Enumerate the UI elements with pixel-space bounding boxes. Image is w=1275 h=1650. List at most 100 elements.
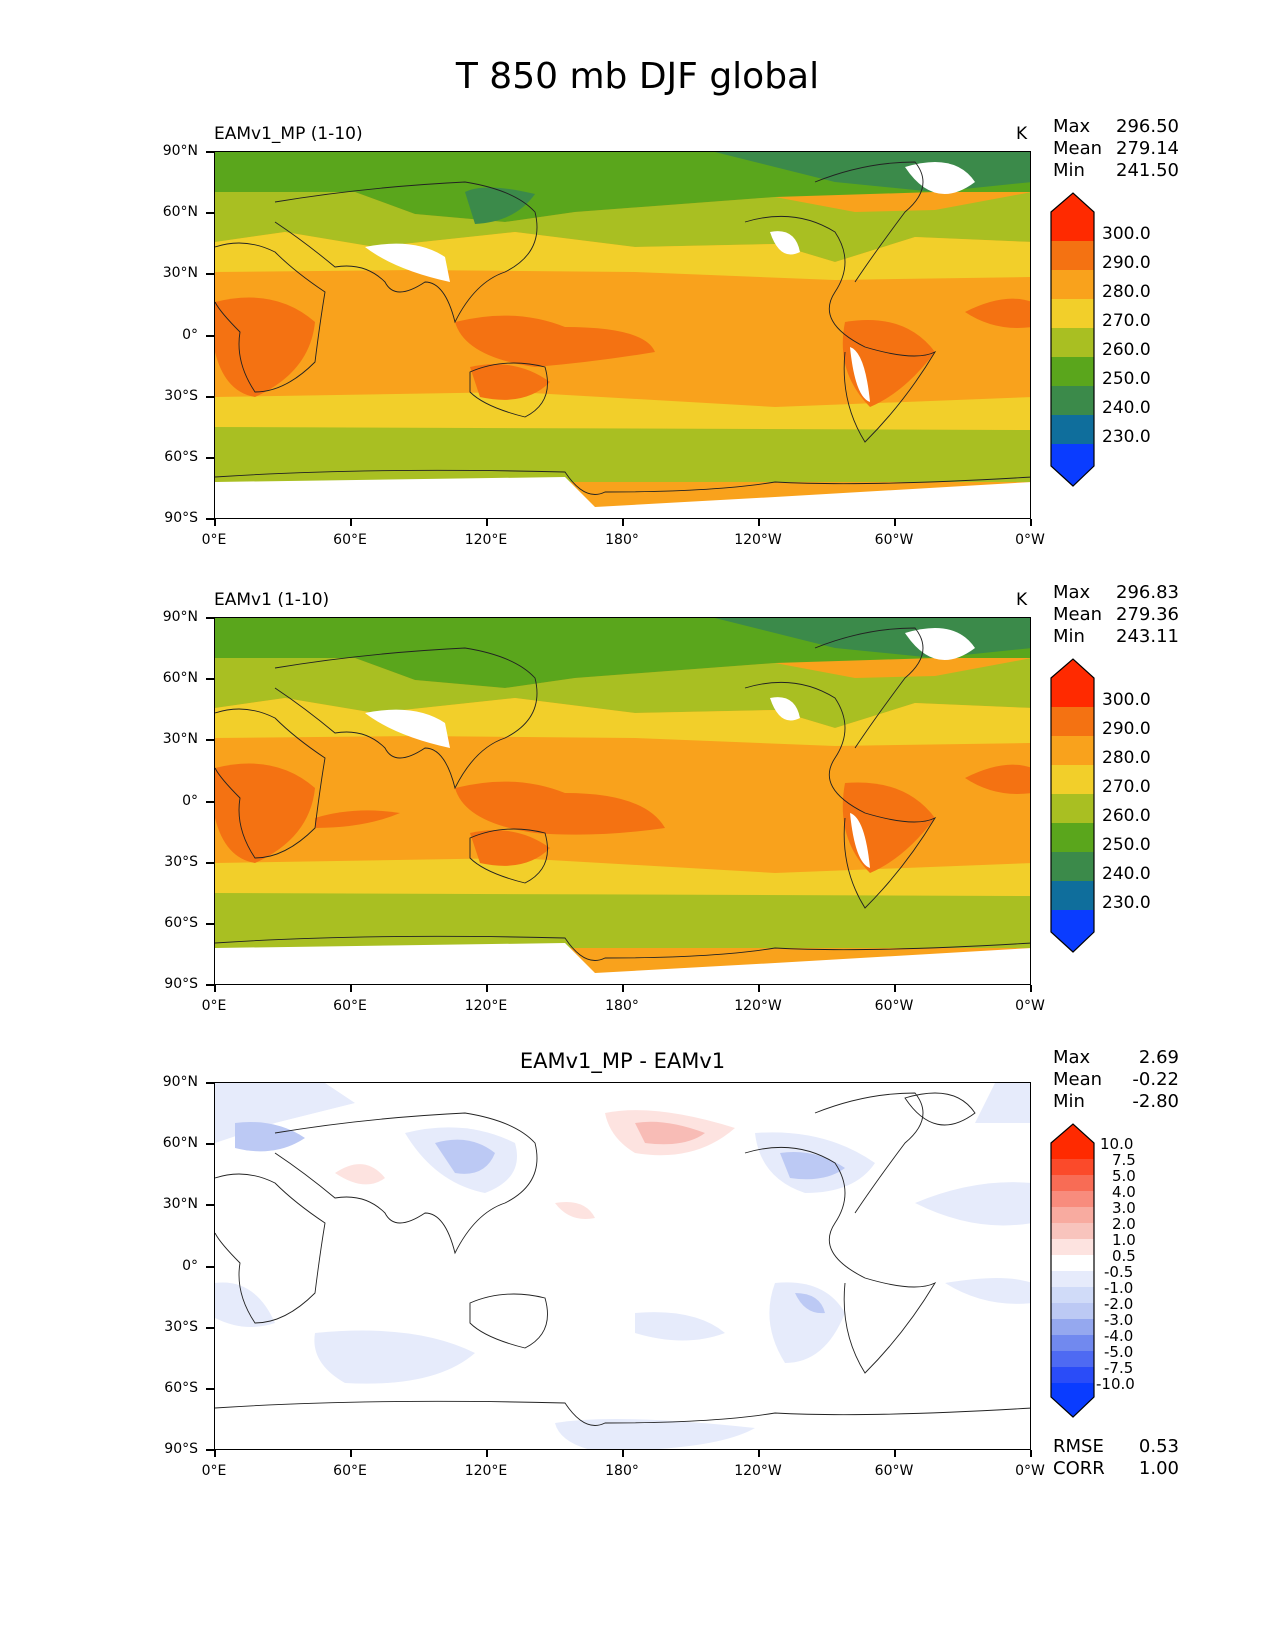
colorbar-tick: 300.0 [1102, 224, 1151, 244]
colorbar-tick: 0.5 [1112, 1247, 1136, 1265]
map-fill [215, 1083, 1030, 1449]
colorbar-tick: 270.0 [1102, 777, 1151, 797]
colorbar-tick: 290.0 [1102, 253, 1151, 273]
colorbar-tick: 260.0 [1102, 340, 1151, 360]
colorbar-tick: -4.0 [1104, 1327, 1134, 1345]
colorbar [1050, 192, 1095, 487]
lat-label: 30°S [164, 854, 198, 870]
colorbar-tick: 10.0 [1100, 1135, 1134, 1153]
colorbar-tick: 1.0 [1112, 1231, 1136, 1249]
temperature-map [214, 151, 1031, 519]
lon-label: 120°W [734, 998, 782, 1014]
lon-label: 180° [605, 532, 639, 548]
lat-label: 0° [182, 1258, 198, 1274]
stat-label: Min [1053, 1091, 1085, 1112]
colorbar-tick: -2.0 [1104, 1295, 1134, 1313]
lon-label: 0°E [201, 1463, 227, 1479]
lon-label: 0°W [1015, 998, 1045, 1014]
stat-label: Max [1053, 116, 1091, 137]
colorbar-tick: 250.0 [1102, 835, 1151, 855]
colorbar-tick: -0.5 [1104, 1263, 1134, 1281]
map-fill [215, 618, 1030, 984]
panel-model-base: EAMv1 (1-10) K [0, 466, 1275, 1014]
stat-mean: 279.14 [1116, 138, 1179, 159]
lat-label: 60°S [164, 915, 198, 931]
units-label: K [1016, 590, 1028, 610]
lat-label: 0° [182, 327, 198, 343]
lon-label: 120°W [734, 1463, 782, 1479]
lat-label: 30°N [162, 265, 198, 281]
lat-label: 90°S [164, 1441, 198, 1457]
stat-label: Mean [1053, 1069, 1103, 1090]
colorbar-tick: -7.5 [1104, 1359, 1134, 1377]
lon-label: 60°W [874, 1463, 914, 1479]
lon-label: 0°W [1015, 1463, 1045, 1479]
stat-mean: -0.22 [1132, 1069, 1179, 1090]
colorbar-tick: 230.0 [1102, 893, 1151, 913]
colorbar-tick: 280.0 [1102, 748, 1151, 768]
colorbar-tick: 270.0 [1102, 311, 1151, 331]
summary-stats: Max 296.83 Mean 279.36 Min 243.11 [1053, 582, 1179, 648]
lat-label: 90°S [164, 976, 198, 992]
colorbar-tick: 7.5 [1112, 1151, 1136, 1169]
colorbar-tick: 260.0 [1102, 806, 1151, 826]
stat-label: Min [1053, 160, 1085, 181]
error-metrics: RMSE 0.53 CORR 1.00 [1053, 1436, 1179, 1480]
stat-max: 296.83 [1116, 582, 1179, 603]
colorbar-tick: 290.0 [1102, 719, 1151, 739]
units-label: K [1016, 124, 1028, 144]
map-fill [215, 152, 1030, 518]
lon-label: 120°E [464, 998, 508, 1014]
colorbar-tick: 300.0 [1102, 690, 1151, 710]
temperature-map [214, 617, 1031, 985]
colorbar-tick: 5.0 [1112, 1167, 1136, 1185]
stat-mean: 279.36 [1116, 604, 1179, 625]
lat-label: 90°N [162, 1074, 198, 1090]
metric-rmse: 0.53 [1138, 1436, 1179, 1457]
summary-stats: Max 2.69 Mean -0.22 Min -2.80 [1053, 1047, 1179, 1113]
colorbar-tick: 240.0 [1102, 864, 1151, 884]
lon-label: 60°E [333, 998, 367, 1014]
lat-label: 60°S [164, 1380, 198, 1396]
lon-label: 120°W [734, 532, 782, 548]
lat-label: 0° [182, 793, 198, 809]
metric-label: RMSE [1053, 1436, 1104, 1457]
summary-stats: Max 296.50 Mean 279.14 Min 241.50 [1053, 116, 1179, 182]
lon-label: 180° [605, 998, 639, 1014]
lon-label: 0°E [201, 532, 227, 548]
lon-label: 60°E [333, 1463, 367, 1479]
panel-title: EAMv1_MP (1-10) [214, 124, 363, 144]
stat-label: Mean [1053, 138, 1103, 159]
colorbar-tick: 240.0 [1102, 398, 1151, 418]
colorbar-tick: 230.0 [1102, 427, 1151, 447]
colorbar-tick: 4.0 [1112, 1183, 1136, 1201]
stat-min: 241.50 [1116, 160, 1179, 181]
stat-max: 296.50 [1116, 116, 1179, 137]
lon-label: 0°E [201, 998, 227, 1014]
panel-title: EAMv1_MP - EAMv1 [519, 1049, 726, 1073]
panel-title: EAMv1 (1-10) [214, 590, 330, 610]
metric-corr: 1.00 [1138, 1458, 1179, 1479]
colorbar-tick: 250.0 [1102, 369, 1151, 389]
panel-model-mp: EAMv1_MP (1-10) K [0, 0, 1275, 548]
lon-label: 60°W [874, 998, 914, 1014]
lon-label: 120°E [464, 532, 508, 548]
lon-label: 180° [605, 1463, 639, 1479]
colorbar [1050, 658, 1095, 953]
colorbar-tick: 280.0 [1102, 282, 1151, 302]
lat-label: 30°S [164, 1319, 198, 1335]
colorbar-tick: 2.0 [1112, 1215, 1136, 1233]
lat-label: 60°N [162, 1135, 198, 1151]
lon-label: 0°W [1015, 532, 1045, 548]
lat-label: 30°S [164, 388, 198, 404]
metric-label: CORR [1053, 1458, 1105, 1479]
figure-title: T 850 mb DJF global [455, 56, 820, 97]
colorbar-tick: -1.0 [1104, 1279, 1134, 1297]
colorbar [1050, 1123, 1095, 1418]
lat-label: 90°N [162, 609, 198, 625]
lat-label: 60°S [164, 449, 198, 465]
lat-label: 30°N [162, 1196, 198, 1212]
stat-max: 2.69 [1138, 1047, 1179, 1068]
lat-label: 30°N [162, 731, 198, 747]
colorbar-tick: -5.0 [1104, 1343, 1134, 1361]
